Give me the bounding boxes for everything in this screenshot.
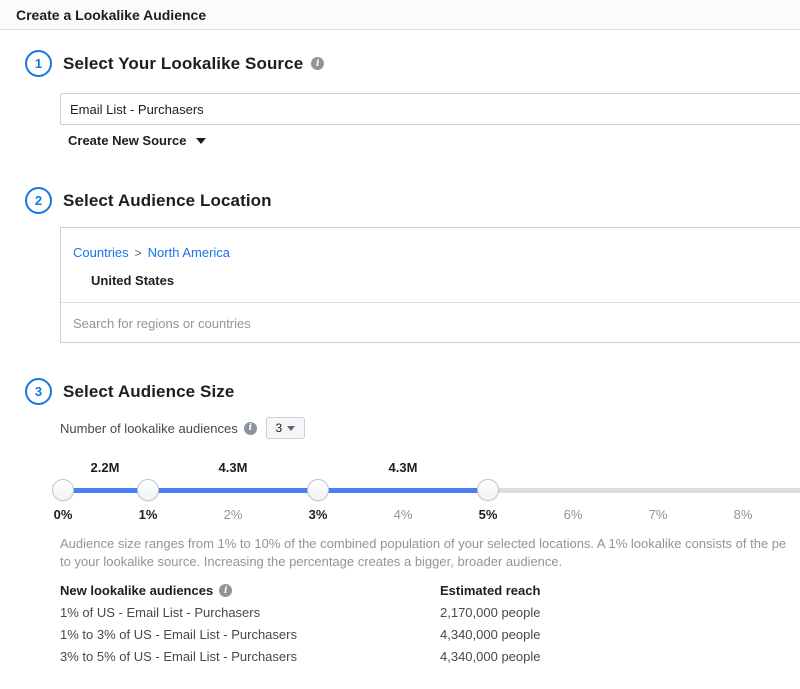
slider-track[interactable]: [63, 488, 800, 493]
slider-tick-0pct: 0%: [53, 507, 73, 522]
breadcrumb-north-america-link[interactable]: North America: [147, 245, 231, 260]
estimated-reach-table: New lookalike audiences i Estimated reac…: [60, 583, 800, 671]
audience-size-description: Audience size ranges from 1% to 10% of t…: [60, 535, 786, 571]
step-2-badge: 2: [25, 187, 52, 214]
slider-handle-1pct[interactable]: [137, 479, 159, 501]
slider-handle-3pct[interactable]: [307, 479, 329, 501]
step-3-heading: Select Audience Size: [63, 381, 235, 401]
slider-tick-1pct: 1%: [138, 507, 158, 522]
breadcrumb-countries-link[interactable]: Countries: [73, 245, 129, 260]
lookalike-source-select[interactable]: Email List - Purchasers: [60, 93, 800, 125]
step-1-heading: Select Your Lookalike Source: [63, 53, 304, 73]
audience-location-panel: Countries > North America United States: [60, 227, 800, 343]
breadcrumb: Countries > North America: [73, 245, 230, 260]
step-3-header: 3 Select Audience Size: [25, 378, 234, 405]
location-search-input[interactable]: [61, 303, 800, 343]
slider-handle-0pct[interactable]: [52, 479, 74, 501]
estimated-reach: 4,340,000 people: [440, 627, 541, 642]
step-1-badge: 1: [25, 50, 52, 77]
audience-name: 1% of US - Email List - Purchasers: [60, 605, 261, 620]
step-2-heading: Select Audience Location: [63, 190, 272, 210]
slider-tick-6pct: 6%: [563, 507, 583, 522]
estimated-reach: 4,340,000 people: [440, 649, 541, 664]
dialog-header: Create a Lookalike Audience: [0, 0, 800, 30]
selected-location-label: United States: [91, 273, 175, 288]
table-row: 1% to 3% of US - Email List - Purchasers…: [60, 627, 800, 649]
slider-tick-3pct: 3%: [308, 507, 328, 522]
slider-handle-5pct[interactable]: [477, 479, 499, 501]
audience-size-slider: 2.2M 4.3M 4.3M 0% 1% 2% 3% 4% 5% 6% 7% 8…: [0, 455, 800, 530]
slider-tick-2pct: 2%: [223, 507, 243, 522]
audience-count-dropdown[interactable]: 3: [265, 417, 305, 439]
audience-count-label: Number of lookalike audiences: [60, 420, 238, 436]
slider-tick-8pct: 8%: [733, 507, 753, 522]
create-new-source-button[interactable]: Create New Source: [68, 133, 206, 148]
slider-tick-4pct: 4%: [393, 507, 413, 522]
lookalike-source-value: Email List - Purchasers: [70, 101, 204, 117]
info-icon[interactable]: i: [311, 57, 325, 70]
dialog-title: Create a Lookalike Audience: [16, 6, 207, 23]
audience-count-value: 3: [275, 421, 283, 435]
segment-size-label: 4.3M: [388, 460, 418, 475]
table-header-row: New lookalike audiences i Estimated reac…: [60, 583, 800, 605]
col-header-reach: Estimated reach: [440, 583, 541, 598]
info-icon[interactable]: i: [219, 584, 233, 597]
table-row: 3% to 5% of US - Email List - Purchasers…: [60, 649, 800, 671]
description-line-2: to your lookalike source. Increasing the…: [60, 554, 563, 569]
divider: [61, 302, 800, 303]
segment-size-label: 4.3M: [218, 460, 248, 475]
slider-filled-range: [63, 488, 488, 493]
chevron-down-icon: [287, 425, 296, 431]
audience-count-row: Number of lookalike audiences i 3: [60, 417, 305, 439]
info-icon[interactable]: i: [243, 421, 257, 435]
slider-tick-5pct: 5%: [478, 507, 498, 522]
step-1-header: 1 Select Your Lookalike Source i: [25, 50, 325, 77]
audience-name: 3% to 5% of US - Email List - Purchasers: [60, 649, 297, 664]
description-line-1: Audience size ranges from 1% to 10% of t…: [60, 536, 787, 551]
chevron-down-icon: [195, 137, 206, 144]
create-new-source-label: Create New Source: [68, 133, 187, 148]
slider-tick-7pct: 7%: [648, 507, 668, 522]
segment-size-label: 2.2M: [90, 460, 120, 475]
table-row: 1% of US - Email List - Purchasers 2,170…: [60, 605, 800, 627]
step-3-badge: 3: [25, 378, 52, 405]
step-2-header: 2 Select Audience Location: [25, 187, 272, 214]
estimated-reach: 2,170,000 people: [440, 605, 541, 620]
col-header-audiences: New lookalike audiences: [60, 583, 214, 598]
breadcrumb-separator: >: [134, 245, 142, 260]
audience-name: 1% to 3% of US - Email List - Purchasers: [60, 627, 297, 642]
